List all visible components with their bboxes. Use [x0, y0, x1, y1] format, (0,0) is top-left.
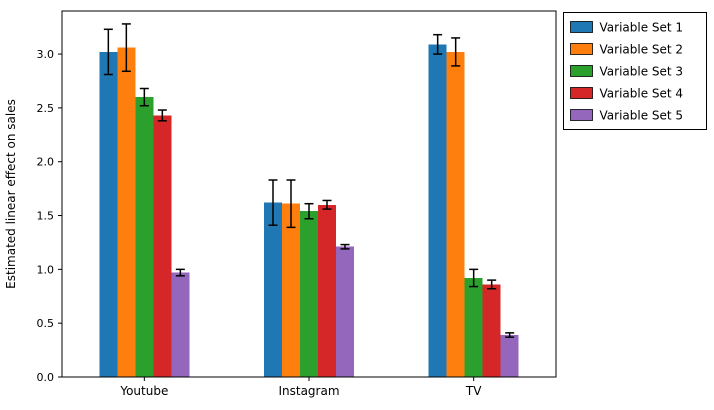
legend-swatch — [570, 43, 593, 55]
legend-label: Variable Set 5 — [600, 109, 684, 123]
y-axis-label: Estimated linear effect on sales — [4, 99, 18, 289]
bar — [135, 97, 154, 377]
legend-label: Variable Set 1 — [600, 21, 684, 35]
y-tick-label: 0.5 — [37, 317, 55, 330]
legend-label: Variable Set 3 — [600, 65, 684, 79]
y-tick-label: 3.0 — [37, 48, 55, 61]
bar — [282, 203, 300, 377]
bar — [264, 202, 282, 377]
category-label: Instagram — [278, 384, 339, 398]
bar — [99, 51, 118, 377]
bar — [482, 284, 501, 377]
category-label: Youtube — [119, 384, 168, 398]
bar — [464, 277, 483, 377]
axes-frame — [61, 10, 557, 378]
y-tick-label: 1.5 — [37, 210, 55, 223]
y-tick-label: 0.0 — [37, 371, 55, 384]
legend-swatch — [570, 21, 593, 33]
legend-label: Variable Set 2 — [600, 43, 684, 57]
y-tick-label: 2.0 — [37, 156, 55, 169]
y-tick-label: 2.5 — [37, 102, 55, 115]
category-label: TV — [465, 384, 482, 398]
bar — [336, 246, 354, 377]
legend: Variable Set 1 Variable Set 2 Variable Set… — [563, 12, 707, 130]
legend-swatch — [570, 65, 593, 77]
legend-swatch — [570, 109, 593, 121]
bar — [300, 211, 318, 377]
bar — [153, 115, 172, 377]
legend-label: Variable Set 4 — [600, 87, 684, 101]
bar — [500, 335, 519, 377]
plot-area: 0.0 0.5 1.0 1.5 2.0 2.5 3.0 Youtube Instagram TV — [37, 10, 557, 398]
bar — [117, 47, 136, 377]
bar — [446, 51, 465, 377]
legend-swatch — [570, 87, 593, 99]
bar — [171, 272, 190, 377]
bar — [428, 44, 447, 378]
bar — [318, 204, 336, 377]
y-tick-label: 1.0 — [37, 263, 55, 276]
